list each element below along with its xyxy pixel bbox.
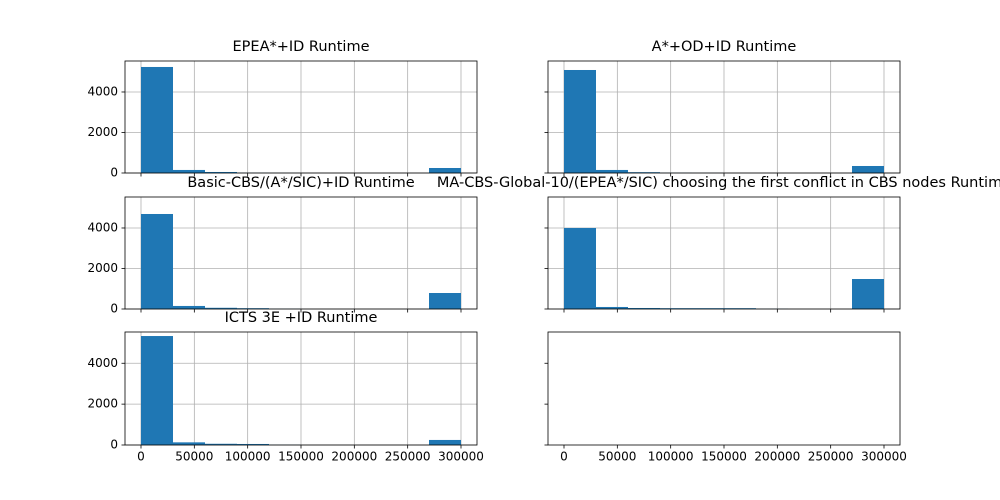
y-tick-label: 2000: [87, 125, 118, 139]
y-tick-label: 0: [110, 166, 118, 180]
bar: [429, 293, 461, 309]
bar: [141, 336, 173, 445]
bar: [429, 439, 461, 445]
bar: [660, 308, 692, 309]
x-tick-label: 50000: [175, 450, 213, 464]
x-tick-label: 250000: [808, 450, 854, 464]
subplot: A*+OD+ID Runtime: [544, 39, 901, 177]
bar: [237, 308, 269, 309]
x-tick-label: 200000: [331, 450, 377, 464]
bar: [205, 171, 237, 173]
subplot: 0 2000 4000 Basic-CBS/(A*/SIC)+ID Runtime: [87, 175, 478, 316]
bar: [628, 172, 660, 173]
x-tick-label: 150000: [278, 450, 324, 464]
subplot-title: A*+OD+ID Runtime: [652, 39, 797, 55]
y-tick-label: 4000: [87, 84, 118, 98]
y-tick-label: 4000: [87, 356, 118, 370]
x-tick-label: 150000: [701, 450, 747, 464]
subplot: 0 50000 100000 150000 200000 250000 300000: [544, 331, 907, 464]
x-tick-label: 250000: [385, 450, 431, 464]
axes-frame: [124, 196, 478, 310]
bar: [237, 443, 269, 445]
y-tick-label: 2000: [87, 261, 118, 275]
bar: [205, 443, 237, 445]
subplot: MA-CBS-Global-10/(EPEA*/SIC) choosing th…: [437, 175, 1000, 313]
axes-frame: [124, 331, 478, 446]
bar: [852, 279, 884, 309]
x-tick-label: 100000: [225, 450, 271, 464]
y-tick-label: 2000: [87, 397, 118, 411]
x-tick-label: 50000: [598, 450, 636, 464]
x-tick-label: 200000: [754, 450, 800, 464]
bar: [173, 442, 205, 445]
y-tick-label: 4000: [87, 220, 118, 234]
bar: [596, 306, 628, 309]
x-tick-label: 300000: [438, 450, 484, 464]
x-tick-label: 100000: [648, 450, 694, 464]
bar: [564, 69, 596, 173]
bar: [173, 305, 205, 309]
bar: [692, 308, 724, 309]
bar: [564, 227, 596, 309]
subplot: 0 50000 100000 150000 200000 250000 300000 0 200…: [87, 310, 483, 464]
subplot: 0 2000 4000 EPEA*+ID Runtime: [87, 39, 478, 180]
subplot-title: ICTS 3E +ID Runtime: [225, 310, 378, 326]
bar: [173, 169, 205, 173]
bar: [852, 165, 884, 173]
x-tick-label: 0: [560, 450, 568, 464]
subplot-title: EPEA*+ID Runtime: [233, 39, 370, 55]
axes-frame: [124, 60, 478, 174]
axes-frame: [547, 331, 901, 446]
bar: [205, 307, 237, 309]
bar: [141, 66, 173, 173]
bar: [596, 169, 628, 173]
bar: [724, 308, 756, 309]
axes-frame: [547, 60, 901, 174]
axes-frame: [547, 196, 901, 310]
subplot-title: MA-CBS-Global-10/(EPEA*/SIC) choosing th…: [437, 175, 1000, 191]
y-tick-label: 0: [110, 302, 118, 316]
x-tick-label: 300000: [861, 450, 907, 464]
bar: [628, 307, 660, 309]
subplot-title: Basic-CBS/(A*/SIC)+ID Runtime: [187, 175, 414, 191]
bar: [141, 213, 173, 309]
y-tick-label: 0: [110, 438, 118, 452]
bar: [429, 167, 461, 173]
x-tick-label: 0: [137, 450, 145, 464]
